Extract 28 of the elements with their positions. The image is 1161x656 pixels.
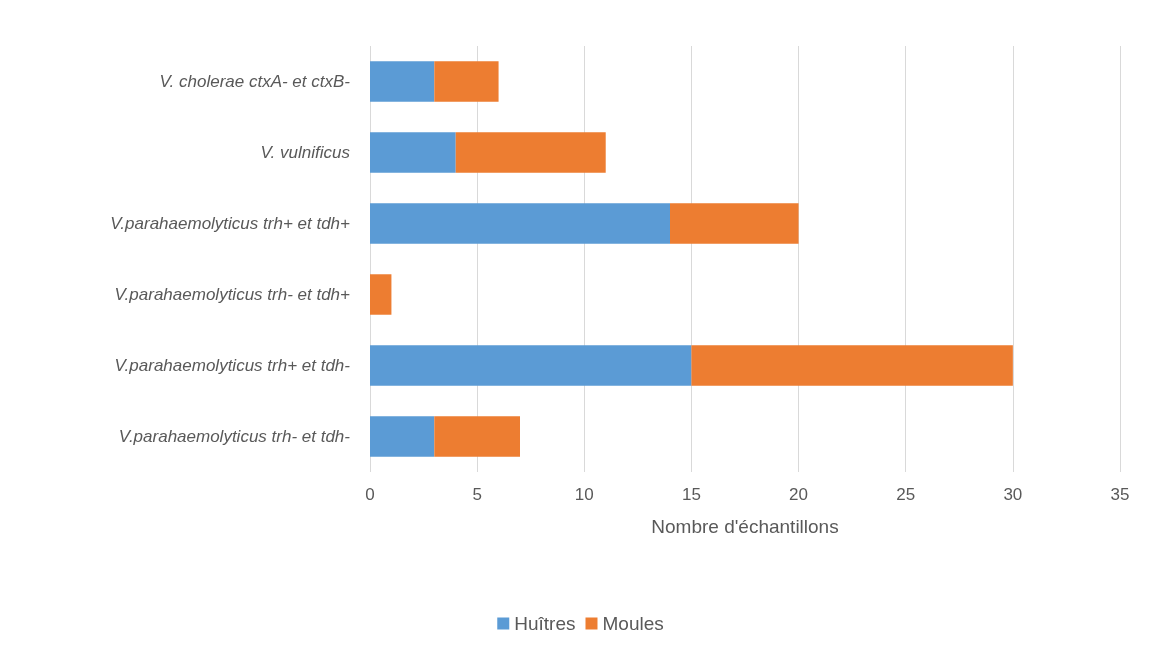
x-tick-label: 5 <box>472 485 482 504</box>
y-tick-label: V. vulnificus <box>260 143 351 162</box>
bar <box>370 61 435 102</box>
x-tick-label: 15 <box>681 485 701 504</box>
bar <box>370 416 435 457</box>
x-tick-label: 20 <box>789 485 809 504</box>
x-tick-label: 0 <box>365 485 375 504</box>
bar <box>434 416 520 457</box>
y-tick-label: V.parahaemolyticus trh+ et tdh+ <box>110 214 351 233</box>
bar <box>370 345 692 386</box>
bar <box>370 132 456 173</box>
x-axis-title: Nombre d'échantillons <box>651 516 839 537</box>
bar <box>455 132 606 173</box>
legend-label: Moules <box>602 613 664 634</box>
bar <box>370 203 670 244</box>
y-tick-label: V. cholerae ctxA- et ctxB- <box>159 72 351 91</box>
legend-label: Huîtres <box>514 613 576 634</box>
bar <box>691 345 1013 386</box>
y-tick-label: V.parahaemolyticus trh- et tdh- <box>118 427 351 446</box>
x-tick-label: 30 <box>1003 485 1023 504</box>
bar <box>434 61 499 102</box>
x-tick-label: 10 <box>574 485 594 504</box>
x-tick-label: 35 <box>1110 485 1130 504</box>
bar <box>370 274 392 315</box>
bar <box>670 203 799 244</box>
y-tick-label: V.parahaemolyticus trh- et tdh+ <box>114 285 351 304</box>
x-tick-label: 25 <box>896 485 916 504</box>
y-tick-label: V.parahaemolyticus trh+ et tdh- <box>114 356 351 375</box>
